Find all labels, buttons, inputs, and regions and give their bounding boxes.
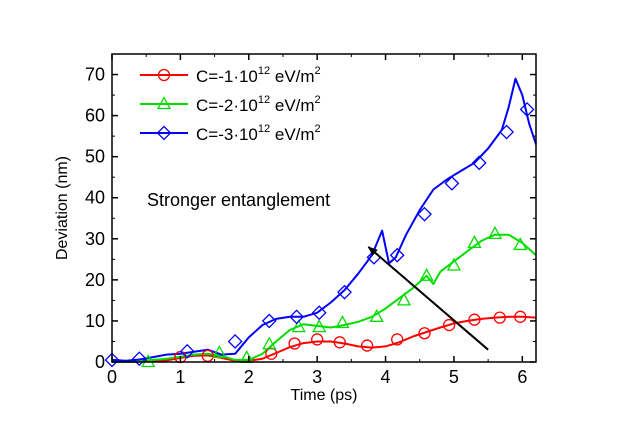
x-tick-label: 6 — [517, 367, 527, 387]
data-point-diamond — [131, 351, 147, 367]
data-point-diamond — [179, 343, 195, 359]
data-point-diamond — [389, 247, 405, 263]
x-tick-label: 3 — [312, 367, 322, 387]
data-point-diamond — [311, 305, 327, 321]
series-line-1 — [112, 315, 537, 363]
data-point-triangle — [487, 226, 503, 240]
x-tick-label: 5 — [449, 367, 459, 387]
legend-marker-3 — [156, 125, 172, 141]
y-tick-label: 40 — [85, 188, 105, 208]
legend-label-1: C=-1·1012 eV/m2 — [196, 65, 321, 86]
y-tick-label: 30 — [85, 229, 105, 249]
data-point-circle — [468, 313, 481, 326]
x-tick-label: 1 — [175, 367, 185, 387]
data-point-circle — [360, 339, 374, 352]
data-point-diamond — [289, 309, 305, 325]
legend-label-2: C=-2·1012 eV/m2 — [196, 94, 321, 115]
legend-marker-2 — [156, 96, 172, 110]
data-point-diamond — [417, 206, 432, 222]
plot-frame — [111, 53, 537, 363]
data-point-circle — [514, 310, 527, 323]
y-tick-label: 10 — [85, 311, 105, 331]
x-tick-label: 4 — [381, 367, 391, 387]
y-tick-label: 60 — [85, 106, 105, 126]
data-point-diamond — [499, 124, 515, 140]
legend-marker-1 — [157, 68, 171, 82]
data-point-triangle — [369, 308, 384, 322]
data-point-triangle — [446, 257, 462, 271]
y-tick-label: 0 — [95, 352, 105, 372]
data-point-triangle — [513, 237, 528, 251]
data-point-diamond — [337, 284, 352, 300]
data-point-circle — [311, 333, 324, 346]
data-point-circle — [333, 336, 346, 349]
x-axis-label: Time (ps) — [291, 387, 358, 404]
data-point-triangle — [467, 235, 482, 249]
data-point-circle — [391, 333, 404, 346]
data-point-triangle — [291, 319, 306, 333]
legend: C=-1·1012 eV/m2 C=-2·1012 eV/m2 C=-3·1012 … — [140, 65, 321, 144]
y-tick-label: 20 — [85, 270, 105, 290]
data-point-diamond — [104, 352, 120, 368]
y-axis-label: Deviation (nm) — [54, 156, 71, 260]
series-layer — [111, 77, 537, 363]
data-point-triangle — [396, 292, 412, 306]
y-tick-label: 50 — [85, 147, 105, 167]
x-tick-label: 2 — [244, 367, 254, 387]
data-point-triangle — [262, 336, 277, 350]
data-point-diamond — [471, 155, 487, 171]
y-axis-ticks: 0 10 20 30 40 50 60 70 — [85, 53, 536, 372]
data-point-diamond — [519, 102, 535, 117]
data-point-triangle — [312, 319, 327, 333]
data-point-triangle — [212, 345, 227, 359]
data-point-triangle — [419, 267, 434, 281]
data-point-diamond — [227, 334, 243, 349]
data-point-circle — [442, 318, 456, 332]
data-point-circle — [418, 327, 431, 340]
data-point-diamond — [261, 313, 277, 329]
data-point-circle — [288, 337, 301, 350]
series-line-3 — [111, 77, 537, 362]
data-point-circle — [493, 311, 506, 324]
x-tick-label: 0 — [107, 367, 117, 387]
legend-label-3: C=-3·1012 eV/m2 — [196, 123, 321, 144]
markers-layer — [104, 102, 535, 368]
series-line-2 — [112, 233, 537, 363]
annotation-arrow — [367, 246, 489, 351]
data-point-triangle — [335, 315, 350, 329]
data-point-triangle — [141, 354, 156, 368]
annotation-text: Stronger entanglement — [147, 190, 330, 210]
data-point-diamond — [444, 175, 460, 191]
x-axis-ticks: 0 1 2 3 4 5 6 — [107, 54, 527, 387]
y-tick-label: 70 — [85, 65, 105, 85]
annotation: Stronger entanglement — [147, 190, 489, 351]
